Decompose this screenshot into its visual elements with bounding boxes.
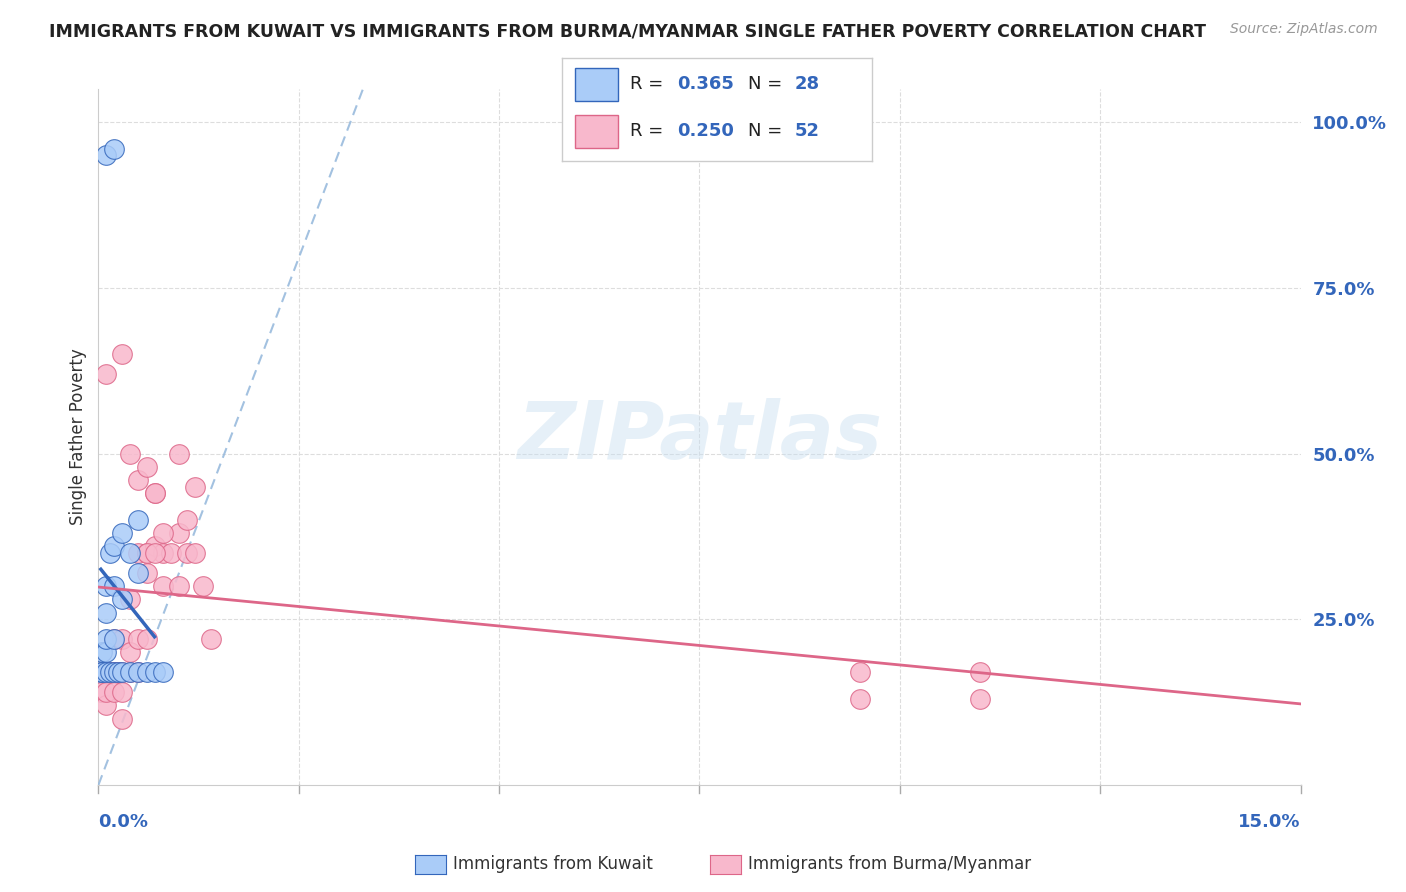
Point xyxy=(120,447,142,461)
Point xyxy=(135,665,157,680)
Point xyxy=(103,632,125,647)
Point xyxy=(128,473,150,487)
Point xyxy=(167,526,190,541)
Text: 28: 28 xyxy=(794,75,820,93)
Point xyxy=(120,665,142,680)
Point xyxy=(103,540,125,554)
Point xyxy=(849,691,872,706)
Point xyxy=(143,486,166,500)
Text: Source: ZipAtlas.com: Source: ZipAtlas.com xyxy=(1230,22,1378,37)
Point xyxy=(96,665,118,680)
Point xyxy=(111,526,134,541)
Point xyxy=(96,148,118,162)
Point xyxy=(135,546,157,560)
Point xyxy=(100,665,122,680)
Point xyxy=(176,513,198,527)
Point xyxy=(96,685,118,699)
Point xyxy=(96,632,118,647)
Text: IMMIGRANTS FROM KUWAIT VS IMMIGRANTS FROM BURMA/MYANMAR SINGLE FATHER POVERTY CO: IMMIGRANTS FROM KUWAIT VS IMMIGRANTS FRO… xyxy=(49,22,1206,40)
Point xyxy=(96,698,118,713)
Text: 15.0%: 15.0% xyxy=(1239,813,1301,830)
Point xyxy=(107,665,129,680)
Point xyxy=(100,665,122,680)
Point xyxy=(120,645,142,659)
Point xyxy=(849,665,872,680)
Point xyxy=(120,546,142,560)
Point xyxy=(103,142,125,156)
Point xyxy=(191,579,214,593)
Point xyxy=(111,632,134,647)
Point xyxy=(96,606,118,620)
Point xyxy=(183,480,205,494)
Point xyxy=(111,347,134,361)
Point xyxy=(143,540,166,554)
Point xyxy=(152,546,174,560)
Point xyxy=(135,546,157,560)
Point xyxy=(90,685,112,699)
Point xyxy=(103,685,125,699)
Point xyxy=(96,665,118,680)
Point xyxy=(107,665,129,680)
Point xyxy=(143,665,166,680)
Point xyxy=(103,665,125,680)
Text: N =: N = xyxy=(748,122,787,140)
Text: 0.250: 0.250 xyxy=(676,122,734,140)
Point xyxy=(135,566,157,580)
Point xyxy=(96,665,118,680)
Point xyxy=(152,526,174,541)
Point xyxy=(152,579,174,593)
Point xyxy=(128,546,150,560)
Point xyxy=(152,665,174,680)
Point xyxy=(111,665,134,680)
Point xyxy=(91,645,114,659)
Point xyxy=(183,546,205,560)
Text: R =: R = xyxy=(630,122,669,140)
Point xyxy=(200,632,222,647)
Point xyxy=(135,459,157,474)
Point xyxy=(103,579,125,593)
Point xyxy=(120,665,142,680)
Text: ZIPatlas: ZIPatlas xyxy=(517,398,882,476)
Point xyxy=(90,665,112,680)
Point xyxy=(143,486,166,500)
FancyBboxPatch shape xyxy=(575,115,619,148)
Text: 0.0%: 0.0% xyxy=(98,813,149,830)
Point xyxy=(167,447,190,461)
Point xyxy=(91,665,114,680)
Point xyxy=(143,546,166,560)
Point xyxy=(969,691,991,706)
Point xyxy=(96,579,118,593)
Text: 0.365: 0.365 xyxy=(676,75,734,93)
Point xyxy=(128,665,150,680)
Point xyxy=(111,685,134,699)
Point xyxy=(103,665,125,680)
Point xyxy=(176,546,198,560)
Point xyxy=(128,632,150,647)
Point xyxy=(159,546,181,560)
FancyBboxPatch shape xyxy=(575,69,619,101)
Text: Immigrants from Burma/Myanmar: Immigrants from Burma/Myanmar xyxy=(748,855,1031,873)
Point xyxy=(135,632,157,647)
Point xyxy=(100,546,122,560)
Point xyxy=(128,566,150,580)
Point xyxy=(111,665,134,680)
Point xyxy=(111,592,134,607)
Text: Immigrants from Kuwait: Immigrants from Kuwait xyxy=(453,855,652,873)
Point xyxy=(120,592,142,607)
Point xyxy=(128,513,150,527)
Point xyxy=(128,665,150,680)
Point xyxy=(96,645,118,659)
Point xyxy=(103,665,125,680)
Point xyxy=(111,712,134,726)
Text: 52: 52 xyxy=(794,122,820,140)
Point xyxy=(96,367,118,381)
Point xyxy=(91,665,114,680)
Y-axis label: Single Father Poverty: Single Father Poverty xyxy=(69,349,87,525)
Text: N =: N = xyxy=(748,75,787,93)
Text: R =: R = xyxy=(630,75,669,93)
Point xyxy=(103,632,125,647)
Point xyxy=(969,665,991,680)
Point xyxy=(167,579,190,593)
